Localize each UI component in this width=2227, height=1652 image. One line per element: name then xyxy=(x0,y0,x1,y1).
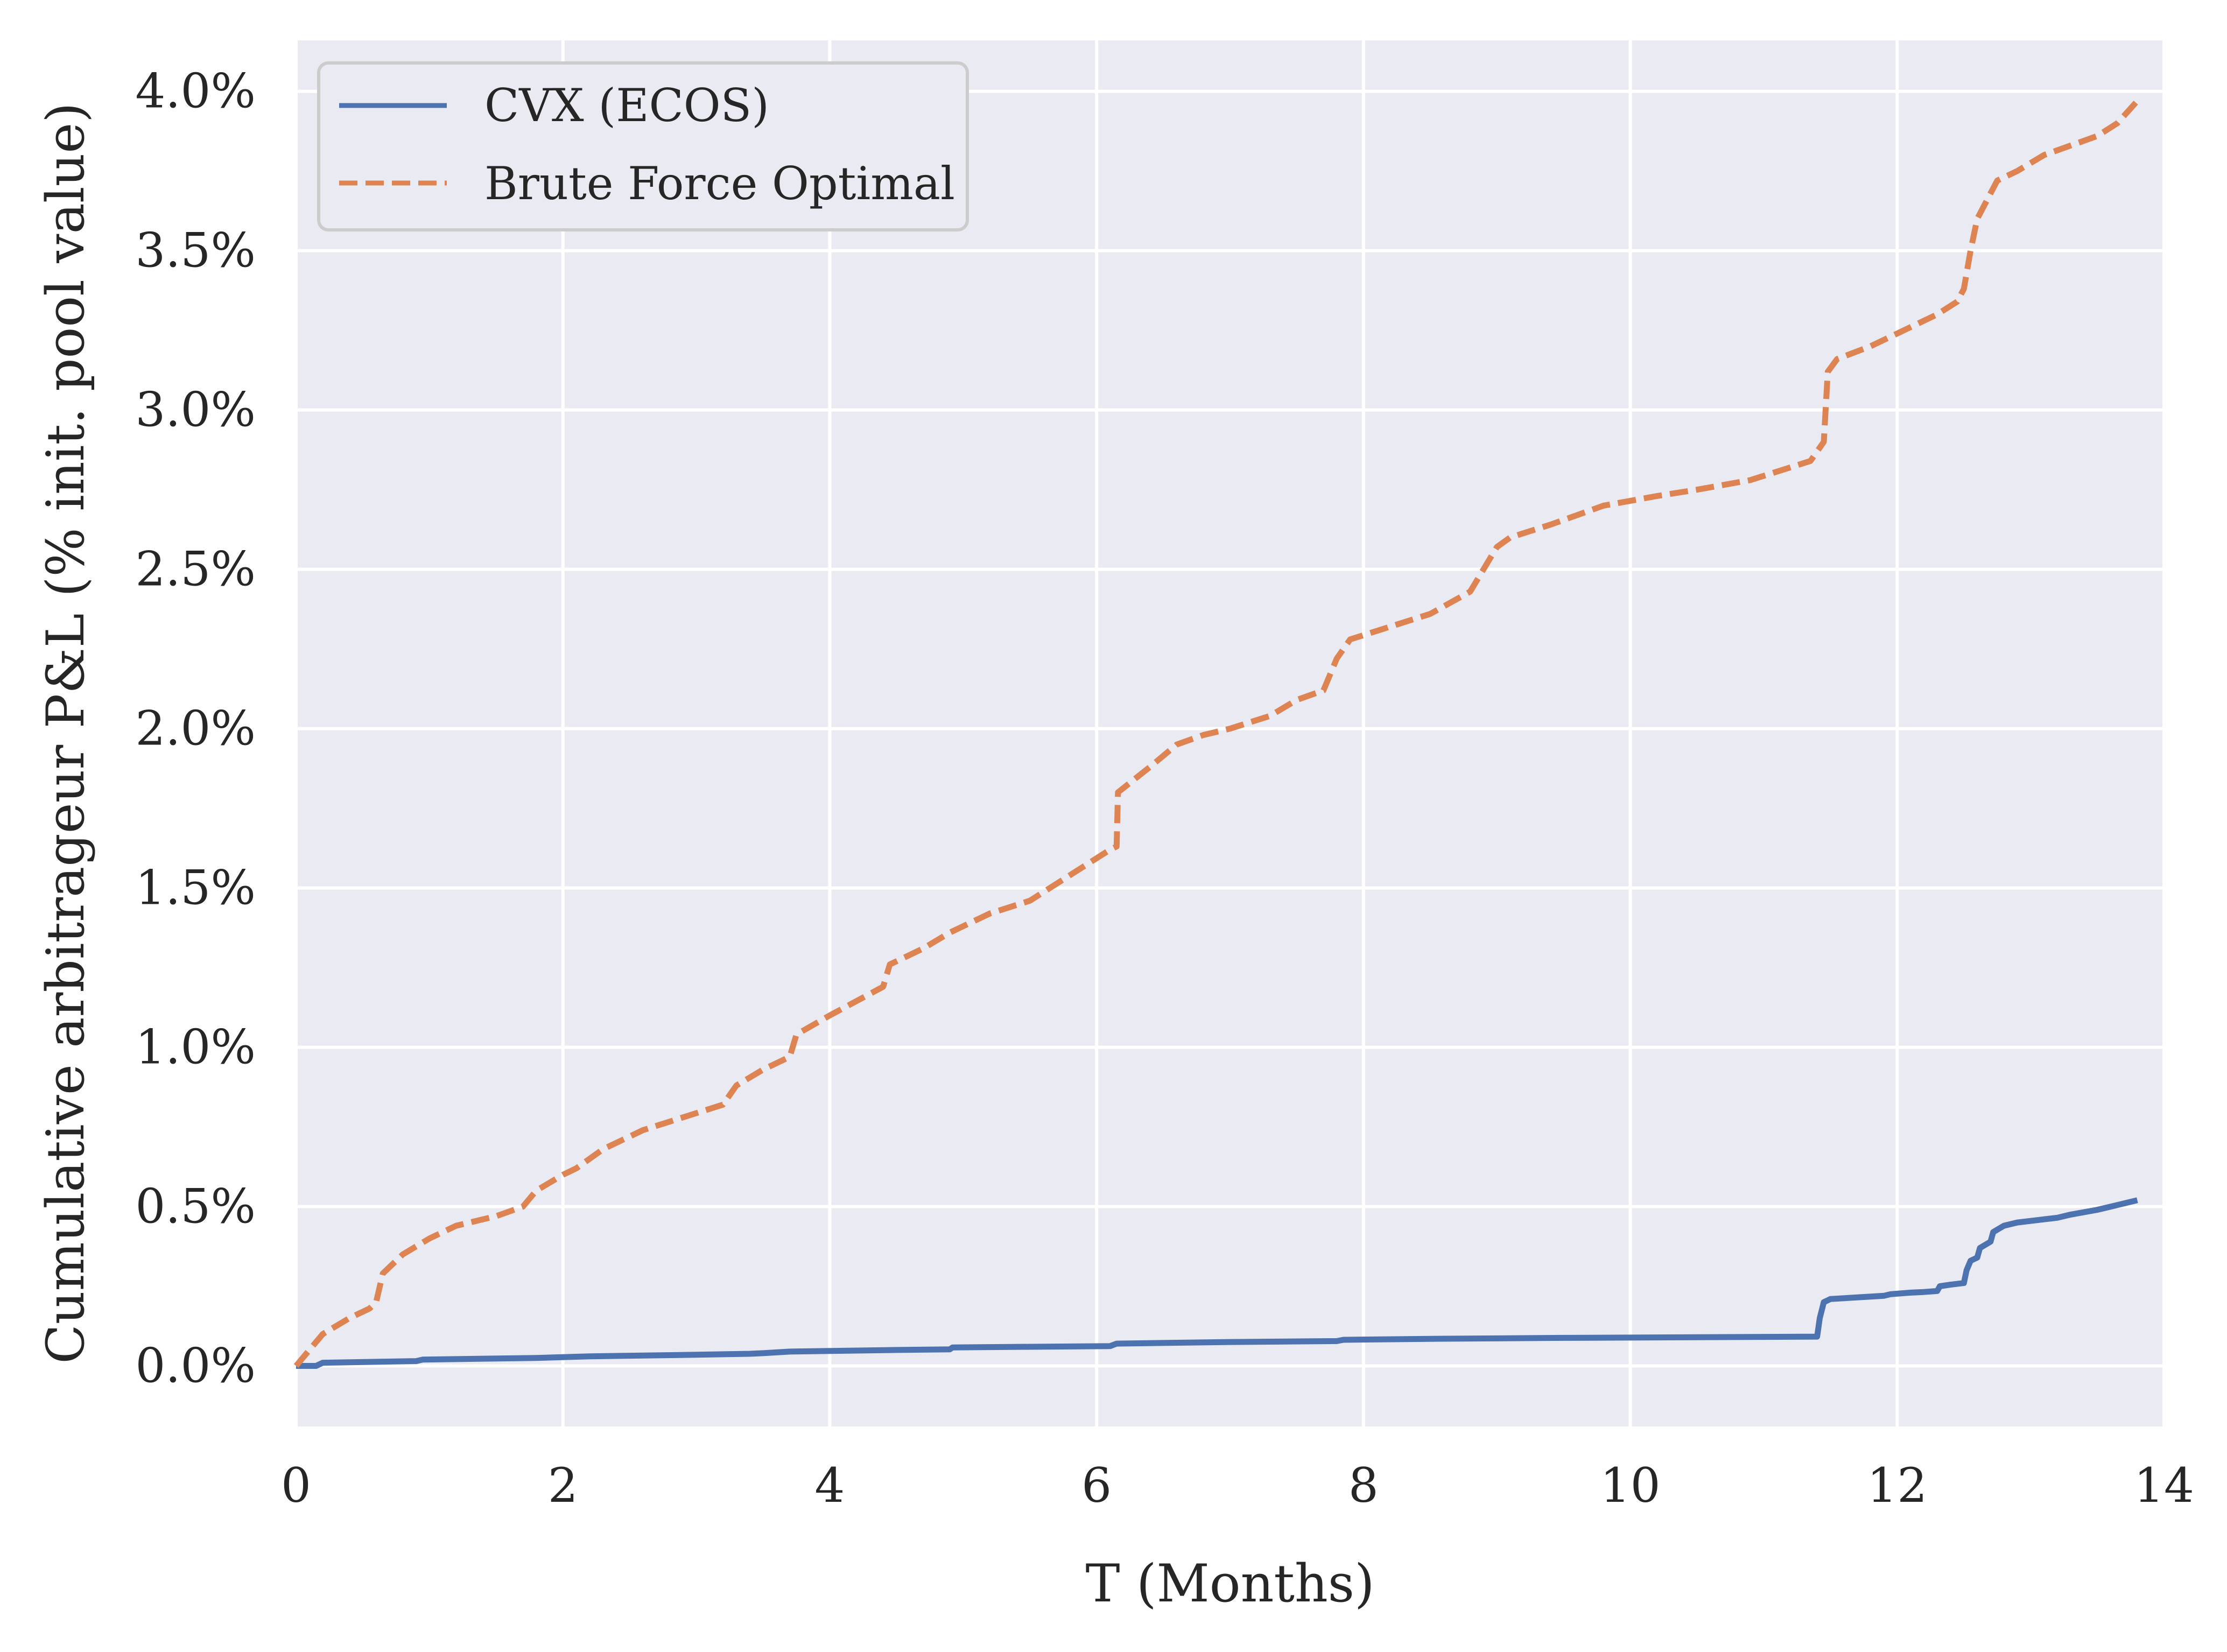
y-tick-label: 0.5% xyxy=(135,1179,256,1234)
y-tick-label: 2.5% xyxy=(135,542,256,597)
x-tick-label: 2 xyxy=(548,1458,578,1513)
x-tick-label: 12 xyxy=(1867,1458,1927,1513)
x-tick-label: 0 xyxy=(281,1458,311,1513)
x-tick-label: 6 xyxy=(1081,1458,1112,1513)
y-tick-label: 2.0% xyxy=(135,701,256,756)
series-line-brute-force xyxy=(293,99,2140,1368)
y-tick-label: 1.5% xyxy=(135,860,256,916)
x-tick-label: 10 xyxy=(1600,1458,1661,1513)
x-axis-ticks: 0 2 4 6 8 10 12 14 xyxy=(281,1458,2194,1513)
legend-box xyxy=(317,61,969,231)
series-layer xyxy=(293,99,2140,1369)
y-tick-label: 3.5% xyxy=(135,223,256,278)
legend: CVX (ECOS) Brute Force Optimal xyxy=(317,61,969,231)
y-tick-label: 0.0% xyxy=(135,1338,256,1394)
x-tick-label: 14 xyxy=(2134,1458,2194,1513)
plot-area xyxy=(296,40,2164,1426)
x-axis-label: T (Months) xyxy=(1085,1553,1374,1614)
series-line-cvx xyxy=(296,1197,2138,1369)
legend-label-brute-force: Brute Force Optimal xyxy=(484,157,955,210)
y-axis-label: Cumulative arbitrageur P&L (% init. pool… xyxy=(36,102,96,1363)
legend-label-cvx: CVX (ECOS) xyxy=(484,79,769,132)
x-tick-label: 4 xyxy=(814,1458,845,1513)
y-tick-label: 1.0% xyxy=(135,1020,256,1075)
x-tick-label: 8 xyxy=(1348,1458,1379,1513)
y-tick-label: 3.0% xyxy=(135,382,256,438)
y-axis-ticks: 0.0% 0.5% 1.0% 1.5% 2.0% 2.5% 3.0% 3.5% 4.0% xyxy=(135,64,256,1394)
y-tick-label: 4.0% xyxy=(135,64,256,119)
